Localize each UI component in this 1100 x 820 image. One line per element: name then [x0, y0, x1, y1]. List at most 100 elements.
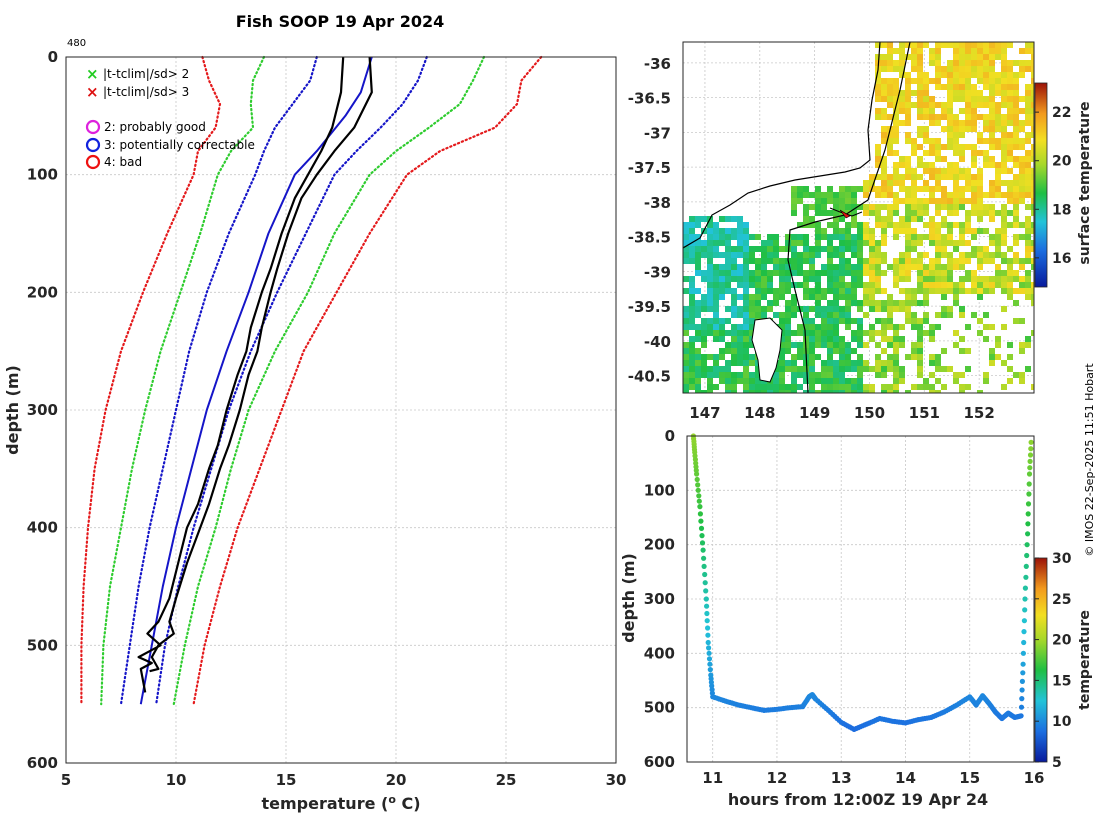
- map-sst-cell: [689, 384, 695, 390]
- map-sst-cell: [887, 336, 893, 342]
- map-sst-cell: [875, 96, 881, 102]
- map-sst-cell: [1001, 78, 1007, 84]
- map-sst-cell: [821, 306, 827, 312]
- map-sst-cell: [917, 126, 923, 132]
- map-sst-cell: [887, 300, 893, 306]
- map-sst-cell: [977, 276, 983, 282]
- track-point: [707, 661, 713, 667]
- map-sst-cell: [1031, 330, 1034, 336]
- map-sst-cell: [959, 264, 965, 270]
- map-sst-cell: [719, 324, 725, 330]
- map-sst-cell: [1013, 192, 1019, 198]
- map-sst-cell: [707, 234, 713, 240]
- map-sst-cell: [959, 90, 965, 96]
- map-sst-cell: [839, 366, 845, 372]
- map-sst-cell: [701, 360, 707, 366]
- map-sst-cell: [731, 342, 737, 348]
- map-sst-cell: [863, 390, 869, 393]
- map-sst-cell: [935, 138, 941, 144]
- map-sst-cell: [953, 246, 959, 252]
- map-sst-cell: [743, 342, 749, 348]
- map-sst-cell: [935, 186, 941, 192]
- map-sst-cell: [779, 324, 785, 330]
- map-sst-cell: [917, 240, 923, 246]
- profile-x-tick-label: 20: [386, 771, 407, 789]
- map-sst-cell: [791, 234, 797, 240]
- map-sst-cell: [911, 186, 917, 192]
- map-sst-cell: [875, 300, 881, 306]
- map-sst-cell: [953, 54, 959, 60]
- map-sst-cell: [1013, 318, 1019, 324]
- map-sst-cell: [695, 216, 701, 222]
- map-sst-cell: [869, 336, 875, 342]
- map-sst-cell: [983, 42, 989, 48]
- map-sst-cell: [959, 66, 965, 72]
- map-sst-cell: [833, 294, 839, 300]
- map-sst-cell: [941, 276, 947, 282]
- map-sst-cell: [959, 228, 965, 234]
- map-sst-cell: [953, 180, 959, 186]
- map-sst-cell: [977, 294, 983, 300]
- map-sst-cell: [959, 168, 965, 174]
- map-lat-tick-label: -36.5: [628, 90, 671, 108]
- map-sst-cell: [947, 102, 953, 108]
- map-sst-cell: [941, 192, 947, 198]
- map-sst-cell: [1031, 72, 1034, 78]
- map-sst-cell: [881, 96, 887, 102]
- map-sst-cell: [947, 198, 953, 204]
- map-sst-cell: [869, 204, 875, 210]
- map-sst-cell: [893, 234, 899, 240]
- map-sst-cell: [851, 204, 857, 210]
- map-sst-cell: [833, 246, 839, 252]
- track-point: [703, 588, 709, 594]
- map-sst-cell: [827, 342, 833, 348]
- map-sst-cell: [917, 174, 923, 180]
- map-eez-boundary: [787, 42, 911, 393]
- map-sst-cell: [1025, 84, 1031, 90]
- map-sst-cell: [935, 180, 941, 186]
- map-sst-cell: [899, 372, 905, 378]
- map-sst-cell: [911, 324, 917, 330]
- map-sst-cell: [893, 372, 899, 378]
- map-sst-cell: [839, 336, 845, 342]
- map-sst-cell: [725, 246, 731, 252]
- map-sst-cell: [1007, 282, 1013, 288]
- map-sst-cell: [719, 282, 725, 288]
- map-sst-cell: [899, 174, 905, 180]
- map-sst-cell: [983, 210, 989, 216]
- map-sst-cell: [905, 234, 911, 240]
- map-sst-cell: [743, 354, 749, 360]
- map-sst-cell: [1025, 60, 1031, 66]
- map-sst-cell: [737, 342, 743, 348]
- map-sst-cell: [1007, 132, 1013, 138]
- map-sst-cell: [923, 78, 929, 84]
- map-sst-cell: [929, 150, 935, 156]
- map-sst-cell: [989, 240, 995, 246]
- map-sst-cell: [689, 336, 695, 342]
- map-sst-cell: [923, 138, 929, 144]
- map-sst-cell: [731, 228, 737, 234]
- map-sst-cell: [953, 378, 959, 384]
- track-x-tick-label: 11: [702, 769, 723, 787]
- map-sst-cell: [917, 324, 923, 330]
- map-sst-cell: [911, 60, 917, 66]
- map-sst-cell: [917, 384, 923, 390]
- map-sst-cell: [695, 258, 701, 264]
- map-sst-cell: [701, 318, 707, 324]
- track-point: [704, 610, 710, 617]
- map-sst-cell: [953, 48, 959, 54]
- map-sst-cell: [875, 204, 881, 210]
- map-sst-cell: [1013, 144, 1019, 150]
- map-sst-cell: [929, 144, 935, 150]
- map-sst-cell: [803, 252, 809, 258]
- map-sst-cell: [917, 84, 923, 90]
- map-sst-cell: [1025, 150, 1031, 156]
- map-sst-cell: [899, 258, 905, 264]
- map-sst-cell: [761, 294, 767, 300]
- map-sst-cell: [1001, 360, 1007, 366]
- map-sst-cell: [731, 264, 737, 270]
- map-sst-cell: [953, 258, 959, 264]
- map-sst-cell: [707, 384, 713, 390]
- map-sst-cell: [689, 288, 695, 294]
